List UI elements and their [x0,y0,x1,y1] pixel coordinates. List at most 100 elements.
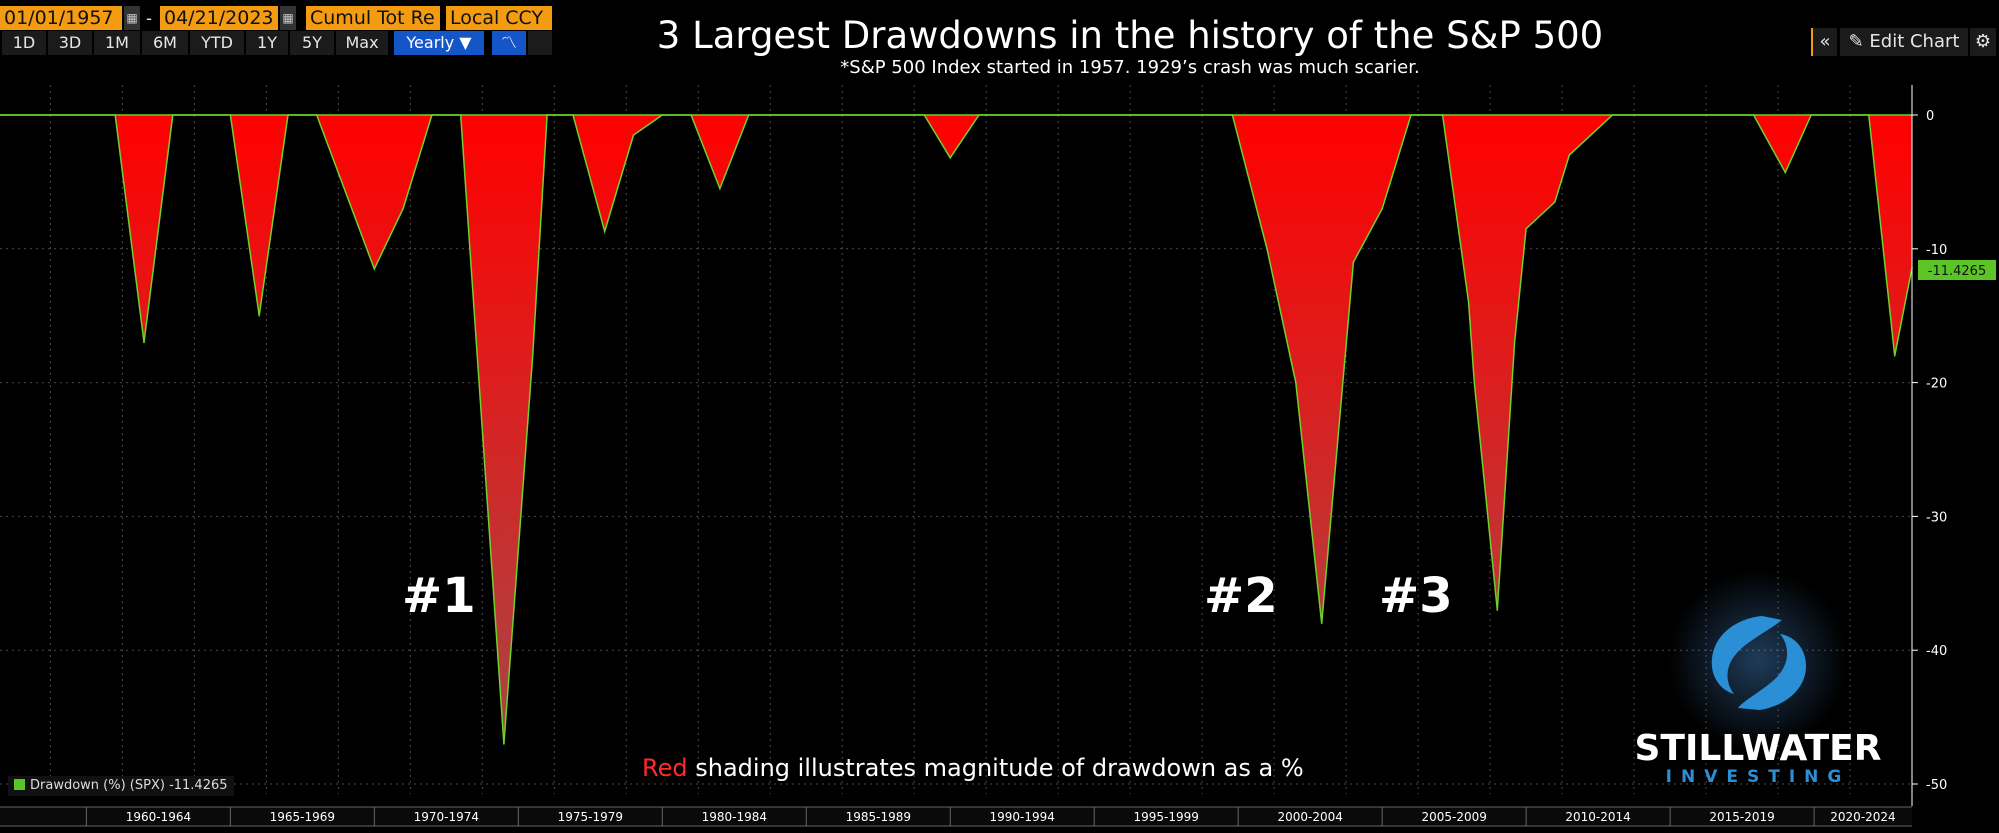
period-max-button[interactable]: Max [336,31,388,55]
data-point [431,114,433,116]
legend-swatch [14,779,25,790]
data-point [1467,301,1470,304]
data-point [172,114,174,116]
last-value-label: -11.4265 [1928,264,1986,279]
data-point [459,114,462,116]
x-category-label: 2000-2004 [1277,810,1342,824]
drawdown-area [0,115,1912,744]
label-1: #1 [402,568,476,624]
last-value-box [1918,260,1996,280]
data-point [1611,114,1614,116]
data-point [632,134,635,136]
y-tick-label: -40 [1926,644,1947,659]
data-point [1295,381,1297,384]
grid-lines [0,85,1912,794]
data-point [1784,171,1787,174]
x-category-label: 2020-2024 [1830,810,1895,824]
data-point [546,114,548,116]
end-date-field[interactable]: 04/21/2023 [160,6,278,30]
data-point [373,268,376,270]
plot-area [0,114,1913,745]
data-point [1554,201,1556,203]
y-tick-label: -30 [1926,510,1947,525]
currency-select[interactable]: Local CCY [446,6,552,30]
data-point [572,114,574,116]
data-point [531,355,534,357]
x-category-label: 1980-1984 [702,810,767,824]
label-3: #3 [1379,568,1453,624]
data-point [1473,381,1476,384]
logo-sub: INVESTING [1666,767,1851,787]
y-tick-label: -10 [1926,243,1947,258]
x-axis-band [0,807,1912,826]
edit-chart-button[interactable]: ✎ Edit Chart [1840,28,1968,56]
x-category-label: 1960-1964 [126,810,191,824]
data-point [1266,248,1268,250]
gear-icon[interactable]: ⚙ [1970,28,1996,56]
mode-select[interactable]: Cumul Tot Re [306,6,440,30]
data-point [949,157,951,159]
last-value-tag: -11.4265 [1918,260,1996,280]
data-point [1752,114,1755,116]
edit-chart-label: Edit Chart [1869,31,1960,52]
annotation-text: Red shading illustrates magnitude of dra… [642,754,1304,782]
period-1m-button[interactable]: 1M [94,31,140,55]
x-category-label: 1965-1969 [270,810,335,824]
chart-type-icon[interactable]: 〽 [492,31,526,55]
data-point [0,114,1,116]
data-point [1893,355,1896,357]
data-point [1381,207,1383,210]
x-category-label: 2010-2014 [1565,810,1630,824]
data-point [661,114,664,116]
data-point [1441,114,1444,116]
collapse-icon[interactable]: « [1811,28,1837,56]
legend-label: Drawdown (%) (SPX) -11.4265 [30,778,228,793]
data-point [1496,609,1499,611]
period-6m-button[interactable]: 6M [142,31,188,55]
period-1d-button[interactable]: 1D [2,31,46,55]
data-point [287,114,289,116]
data-point [503,743,505,745]
chart-title: 3 Largest Drawdowns in the history of th… [657,14,1603,57]
data-point [1868,114,1870,116]
axes: 0 -10 -20 -30 -40 -50 1960-1964 1965-1969 1970-1… [0,85,1947,827]
data-point [747,114,750,116]
period-ytd-button[interactable]: YTD [190,31,244,55]
period-3d-button[interactable]: 3D [48,31,92,55]
data-point [1525,227,1527,230]
x-category-label: 1975-1979 [558,810,623,824]
logo: STILLWATER INVESTING [1635,570,1882,787]
data-point [1231,114,1234,116]
x-category-label: 1985-1989 [846,810,911,824]
y-tick-label: 0 [1926,109,1934,124]
data-point [1568,154,1571,156]
data-point [923,114,926,116]
annotation-red-word: Red [642,754,688,782]
period-1y-button[interactable]: 1Y [246,31,288,55]
x-category-label: 1990-1994 [989,810,1054,824]
period-5y-button[interactable]: 5Y [290,31,334,55]
data-point [1410,114,1412,116]
pencil-icon: ✎ [1848,31,1864,52]
toolbar-spacer [528,31,552,55]
date-separator: - [146,8,152,28]
x-category-label: 2005-2009 [1421,810,1486,824]
end-calendar-icon[interactable]: ▦ [280,6,296,30]
label-2: #2 [1204,568,1278,624]
data-point [1810,114,1812,116]
data-point [229,114,232,116]
data-point [143,341,145,344]
logo-name: STILLWATER [1635,728,1882,769]
data-point [114,114,116,116]
toolbar: 01/01/1957 ▦ - 04/21/2023 ▦ Cumul Tot Re… [0,0,560,60]
x-category-label: 1970-1974 [414,810,479,824]
data-point [315,114,318,116]
start-calendar-icon[interactable]: ▦ [124,6,140,30]
chart-subtitle: *S&P 500 Index started in 1957. 1929’s c… [840,57,1419,78]
x-category-label: 1995-1999 [1133,810,1198,824]
logo-drop-icon [1711,616,1806,710]
start-date-field[interactable]: 01/01/1957 [0,6,122,30]
frequency-select[interactable]: Yearly ▼ [394,31,484,55]
y-tick-label: -50 [1926,778,1947,793]
